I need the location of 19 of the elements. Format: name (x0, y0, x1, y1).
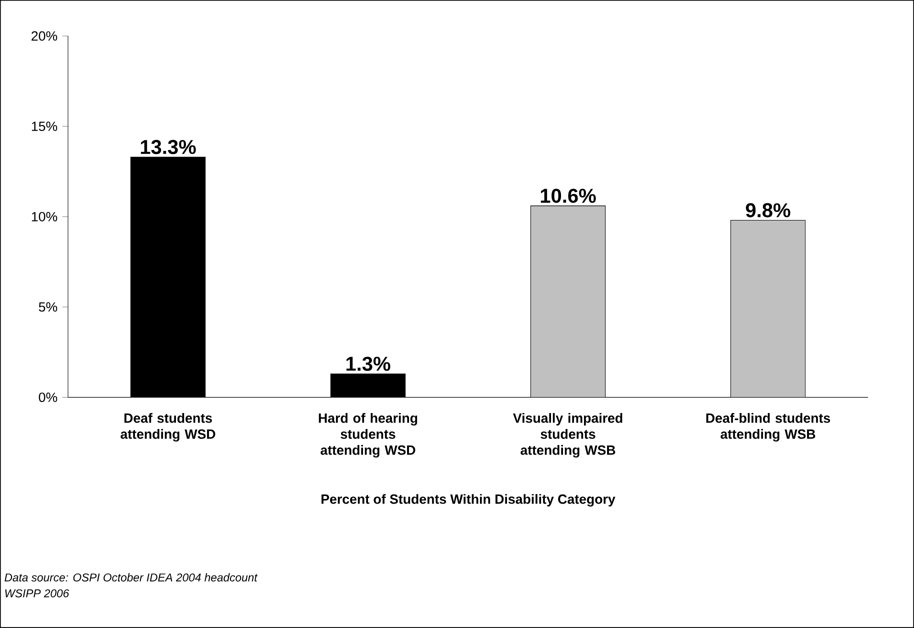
x-tick-label: Visually impaired students attending WSB (513, 413, 622, 458)
bar (530, 206, 606, 398)
data-label: 10.6% (540, 188, 596, 203)
x-axis-title: Percent of Students Within Disability Category (322, 494, 616, 507)
x-tick-label: Deaf students attending WSD (120, 413, 216, 442)
x-tick-label: Hard of hearing students attending WSD (318, 413, 418, 458)
y-tick-label: 10% (32, 212, 58, 222)
bar (730, 220, 806, 398)
data-label: 1.3% (346, 356, 390, 371)
y-tick-label: 0% (38, 392, 58, 402)
source-note: Data source: OSPI October IDEA 2004 headcount (4, 573, 258, 582)
y-tick-label: 20% (32, 31, 58, 41)
y-tick-label: 15% (32, 122, 58, 132)
data-label: 9.8% (746, 203, 790, 218)
data-label: 13.3% (140, 140, 196, 154)
y-tick-label: 5% (38, 302, 58, 312)
x-tick-label: Deaf-blind students attending WSB (706, 413, 830, 442)
text: WSIPP 2006 (5, 589, 70, 598)
bar (130, 156, 206, 398)
